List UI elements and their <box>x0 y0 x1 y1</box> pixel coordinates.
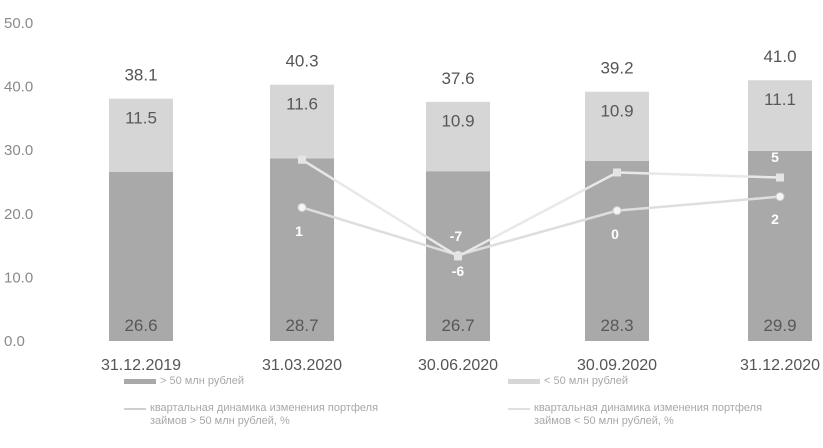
x-category-label: 31.12.2020 <box>740 357 820 374</box>
legend-item: < 50 млн рублей <box>508 375 808 405</box>
line-under-50-point <box>613 168 621 177</box>
line-under-50-path <box>301 158 781 258</box>
bar-segment-under-50 <box>109 98 173 172</box>
bar-value-label-over-50: 26.6 <box>124 316 157 335</box>
line-value-label-over-50: 0 <box>611 226 619 242</box>
line-value-label-under-50: 5 <box>771 149 779 165</box>
line-over-50-point <box>612 206 622 216</box>
legend-line-swatch <box>124 408 146 410</box>
legend-line-swatch <box>508 408 530 410</box>
line-over-50-path <box>301 195 781 257</box>
bar-segment-over-50 <box>109 171 173 341</box>
line-over-50-point <box>297 202 307 212</box>
legend-label: квартальная динамика изменения портфеля … <box>534 402 763 427</box>
line-under-50-point <box>298 155 306 164</box>
bar-value-label-over-50: 26.7 <box>441 316 474 335</box>
legend-item: квартальная динамика изменения портфеля … <box>508 402 808 432</box>
legend-item: > 50 млн рублей <box>124 375 424 405</box>
bar-segment-over-50 <box>748 150 812 341</box>
bar-segment-under-50 <box>585 91 649 162</box>
line-value-label-over-50: -6 <box>452 263 465 279</box>
line-value-label-under-50: -7 <box>450 228 463 244</box>
x-category-label: 30.06.2020 <box>418 357 498 374</box>
bar-value-label-under-50: 11.5 <box>125 108 157 127</box>
bar-total-label: 39.2 <box>600 59 633 78</box>
bar-total-label: 37.6 <box>441 69 474 88</box>
line-under-50-point <box>776 173 784 182</box>
bar-segment-over-50 <box>270 158 334 341</box>
legend-swatch <box>508 379 540 384</box>
legend-swatch <box>124 379 156 384</box>
line-value-label-over-50: 1 <box>295 223 303 239</box>
bar-value-label-over-50: 28.7 <box>285 316 318 335</box>
y-tick-label: 10.0 <box>4 269 33 286</box>
bar-value-label-under-50: 10.9 <box>441 112 474 131</box>
bar-segment-over-50 <box>585 161 649 341</box>
y-tick-label: 20.0 <box>4 206 33 223</box>
bar-total-label: 41.0 <box>763 47 796 66</box>
y-tick-label: 30.0 <box>4 142 33 159</box>
bar-segment-under-50 <box>748 80 812 151</box>
x-category-label: 31.03.2020 <box>262 357 342 374</box>
line-value-label-over-50: 2 <box>771 211 779 227</box>
line-under-50-point <box>454 252 462 261</box>
legend-label: > 50 млн рублей <box>160 375 244 387</box>
legend-label: < 50 млн рублей <box>544 375 628 387</box>
bar-value-label-under-50: 11.6 <box>286 94 318 113</box>
bar-value-label-over-50: 29.9 <box>763 316 796 335</box>
y-tick-label: 40.0 <box>4 79 33 96</box>
line-over-50-point <box>775 192 785 202</box>
bar-segment-under-50 <box>270 84 334 159</box>
bar-value-label-under-50: 10.9 <box>600 101 633 120</box>
y-tick-label: 50.0 <box>4 15 33 32</box>
bar-value-label-under-50: 11.1 <box>764 90 796 109</box>
y-tick-label: 0.0 <box>4 333 25 350</box>
legend-label: квартальная динамика изменения портфеля … <box>150 402 379 427</box>
legend-item: квартальная динамика изменения портфеля … <box>124 402 424 432</box>
x-category-label: 31.12.2019 <box>101 357 181 374</box>
x-category-label: 30.09.2020 <box>577 357 657 374</box>
bar-total-label: 38.1 <box>124 66 157 85</box>
bar-total-label: 40.3 <box>285 52 318 71</box>
bar-value-label-over-50: 28.3 <box>600 316 633 335</box>
bar-segment-under-50 <box>426 101 490 172</box>
